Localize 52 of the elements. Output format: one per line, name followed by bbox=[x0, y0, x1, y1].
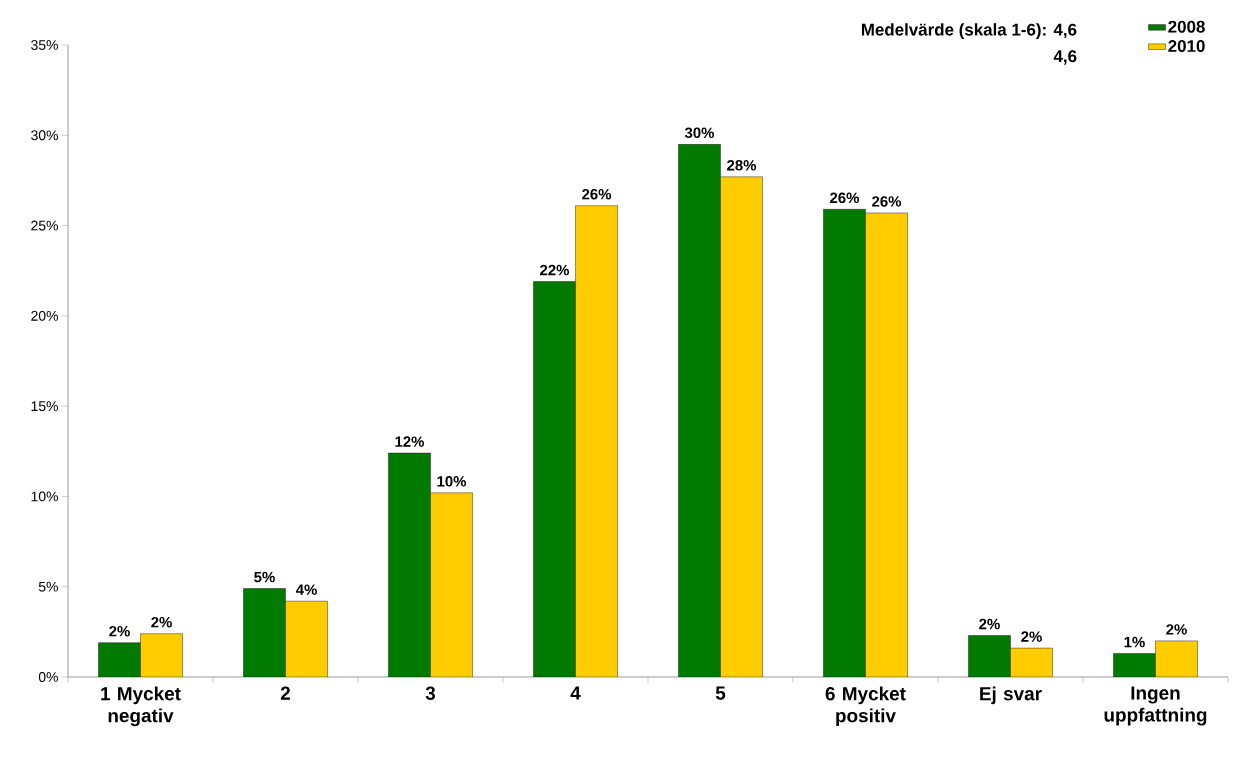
legend-label: 2008 bbox=[1168, 20, 1205, 33]
x-tick-label: Ej svar bbox=[980, 686, 1042, 705]
data-label: 22% bbox=[540, 264, 570, 276]
data-label: 2% bbox=[1021, 631, 1042, 642]
bar bbox=[430, 492, 473, 677]
y-tick-label: 35% bbox=[31, 40, 58, 50]
data-label: 10% bbox=[437, 476, 467, 487]
x-tick-label: 1 Mycket negativ bbox=[101, 686, 181, 727]
y-tick-label: 20% bbox=[31, 310, 58, 321]
bar bbox=[285, 601, 328, 677]
text: Medelvärde (skala 1-6): 4,6 bbox=[861, 23, 1077, 39]
x-tick-label: 6 Mycket positiv bbox=[825, 686, 906, 727]
data-label: 26% bbox=[872, 196, 902, 207]
data-label: 2% bbox=[979, 618, 1000, 630]
data-label: 4% bbox=[295, 584, 317, 595]
y-tick-label: 30% bbox=[31, 130, 58, 141]
data-label: 5% bbox=[254, 571, 275, 583]
data-label: 30% bbox=[684, 127, 715, 139]
x-tick-label: 5 bbox=[715, 686, 726, 700]
y-tick-label: 15% bbox=[31, 401, 58, 412]
bar bbox=[243, 588, 286, 677]
annotation: 4,6 bbox=[1053, 50, 1077, 65]
data-label: 28% bbox=[727, 160, 757, 171]
data-label: 1% bbox=[1124, 636, 1145, 648]
bar bbox=[1155, 640, 1198, 677]
data-label: 26% bbox=[582, 188, 612, 200]
data-label: 12% bbox=[395, 436, 425, 447]
bar bbox=[140, 633, 183, 677]
bar bbox=[720, 176, 763, 677]
bar bbox=[678, 144, 721, 677]
bar bbox=[575, 205, 618, 677]
bar bbox=[865, 212, 908, 677]
data-label: 2% bbox=[1166, 624, 1187, 635]
bar bbox=[533, 281, 576, 677]
x-tick-label: Ingen uppfattning bbox=[1104, 686, 1207, 726]
y-tick-label: 5% bbox=[38, 581, 58, 592]
x-tick-label: 3 bbox=[425, 686, 436, 700]
bar bbox=[388, 453, 431, 677]
bar bbox=[1113, 653, 1156, 677]
y-tick-label: 0% bbox=[38, 672, 58, 682]
y-tick-label: 10% bbox=[31, 491, 58, 502]
x-tick-label: 2 bbox=[280, 686, 290, 700]
bar bbox=[1010, 648, 1053, 677]
data-label: 2% bbox=[151, 616, 172, 628]
data-label: 26% bbox=[830, 192, 860, 204]
data-label: 2% bbox=[109, 625, 130, 637]
y-tick-label: 25% bbox=[31, 220, 58, 231]
bar bbox=[968, 635, 1011, 677]
bar bbox=[823, 209, 866, 677]
legend-label: 2010 bbox=[1168, 40, 1205, 53]
bar bbox=[98, 642, 141, 677]
x-tick-label: 4 bbox=[570, 686, 581, 700]
